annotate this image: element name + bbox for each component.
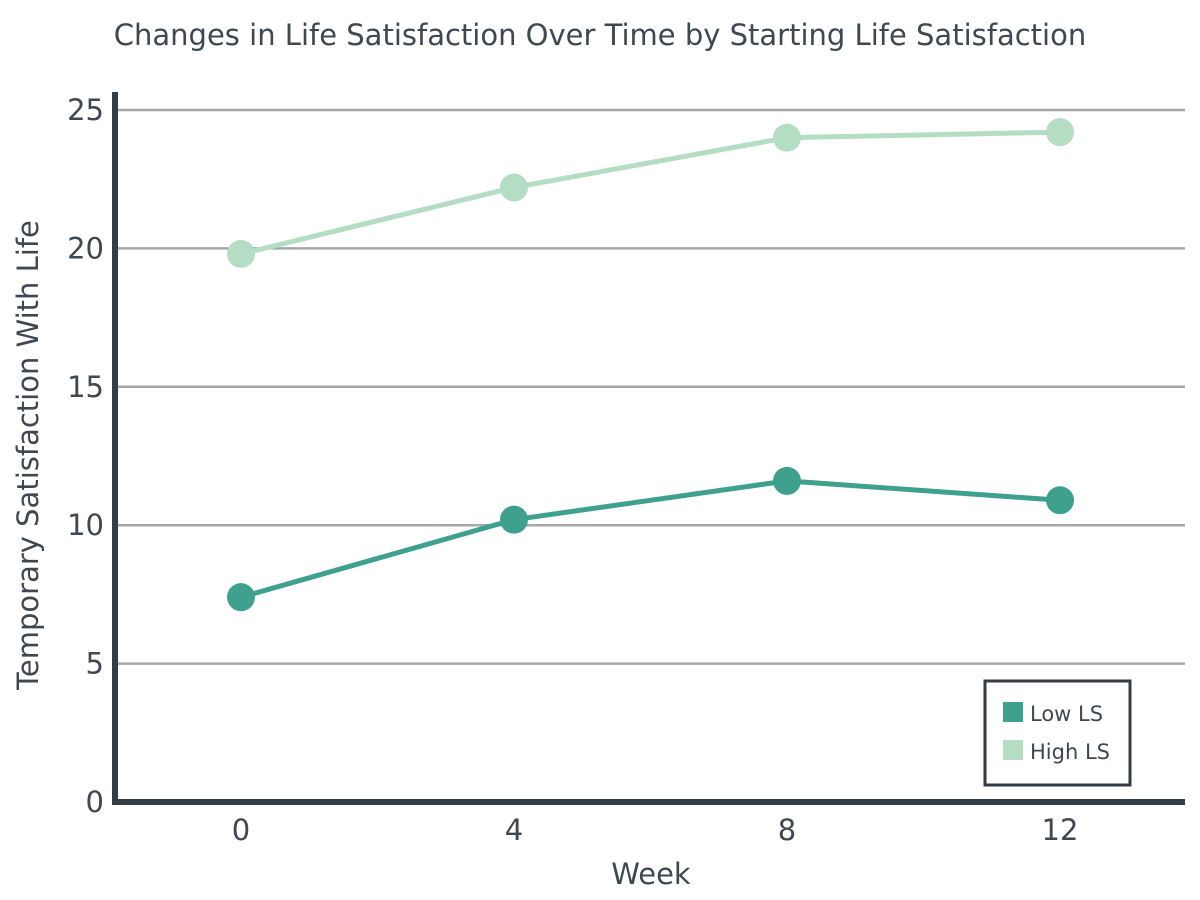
legend-swatch <box>1003 740 1023 760</box>
legend: Low LS High LS <box>983 679 1132 787</box>
data-point <box>1046 486 1074 515</box>
legend-label: Low LS <box>1030 702 1103 726</box>
x-tick-label: 12 <box>1042 813 1079 847</box>
x-axis-label: Week <box>611 857 691 891</box>
y-tick-labels: 0 5 10 15 20 25 <box>67 93 104 819</box>
series-1 <box>227 466 1074 612</box>
y-tick-label: 25 <box>67 93 104 127</box>
x-tick-labels: 0 4 8 12 <box>232 813 1079 847</box>
data-point <box>1046 118 1074 147</box>
legend-label: High LS <box>1030 740 1110 764</box>
legend-swatch <box>1003 702 1023 722</box>
data-point <box>500 505 528 534</box>
y-tick-label: 20 <box>67 231 104 265</box>
x-tick-label: 4 <box>505 813 523 847</box>
data-point <box>227 239 255 268</box>
x-tick-label: 8 <box>778 813 796 847</box>
y-tick-label: 5 <box>86 647 104 681</box>
chart-title: Changes in Life Satisfaction Over Time b… <box>114 18 1086 52</box>
series-line <box>240 129 1061 257</box>
y-tick-label: 0 <box>86 785 104 819</box>
series-2 <box>227 118 1074 268</box>
data-point <box>500 173 528 202</box>
grid-lines <box>115 108 1185 665</box>
x-tick-label: 0 <box>232 813 250 847</box>
y-tick-label: 15 <box>67 370 104 404</box>
series-line <box>240 478 1061 600</box>
data-point <box>773 123 801 152</box>
data-point <box>773 466 801 495</box>
legend-box <box>983 679 1132 787</box>
y-axis-label: Temporary Satisfaction With Life <box>11 220 45 691</box>
y-tick-label: 10 <box>67 508 104 542</box>
data-point <box>227 583 255 612</box>
series-group <box>227 118 1074 612</box>
